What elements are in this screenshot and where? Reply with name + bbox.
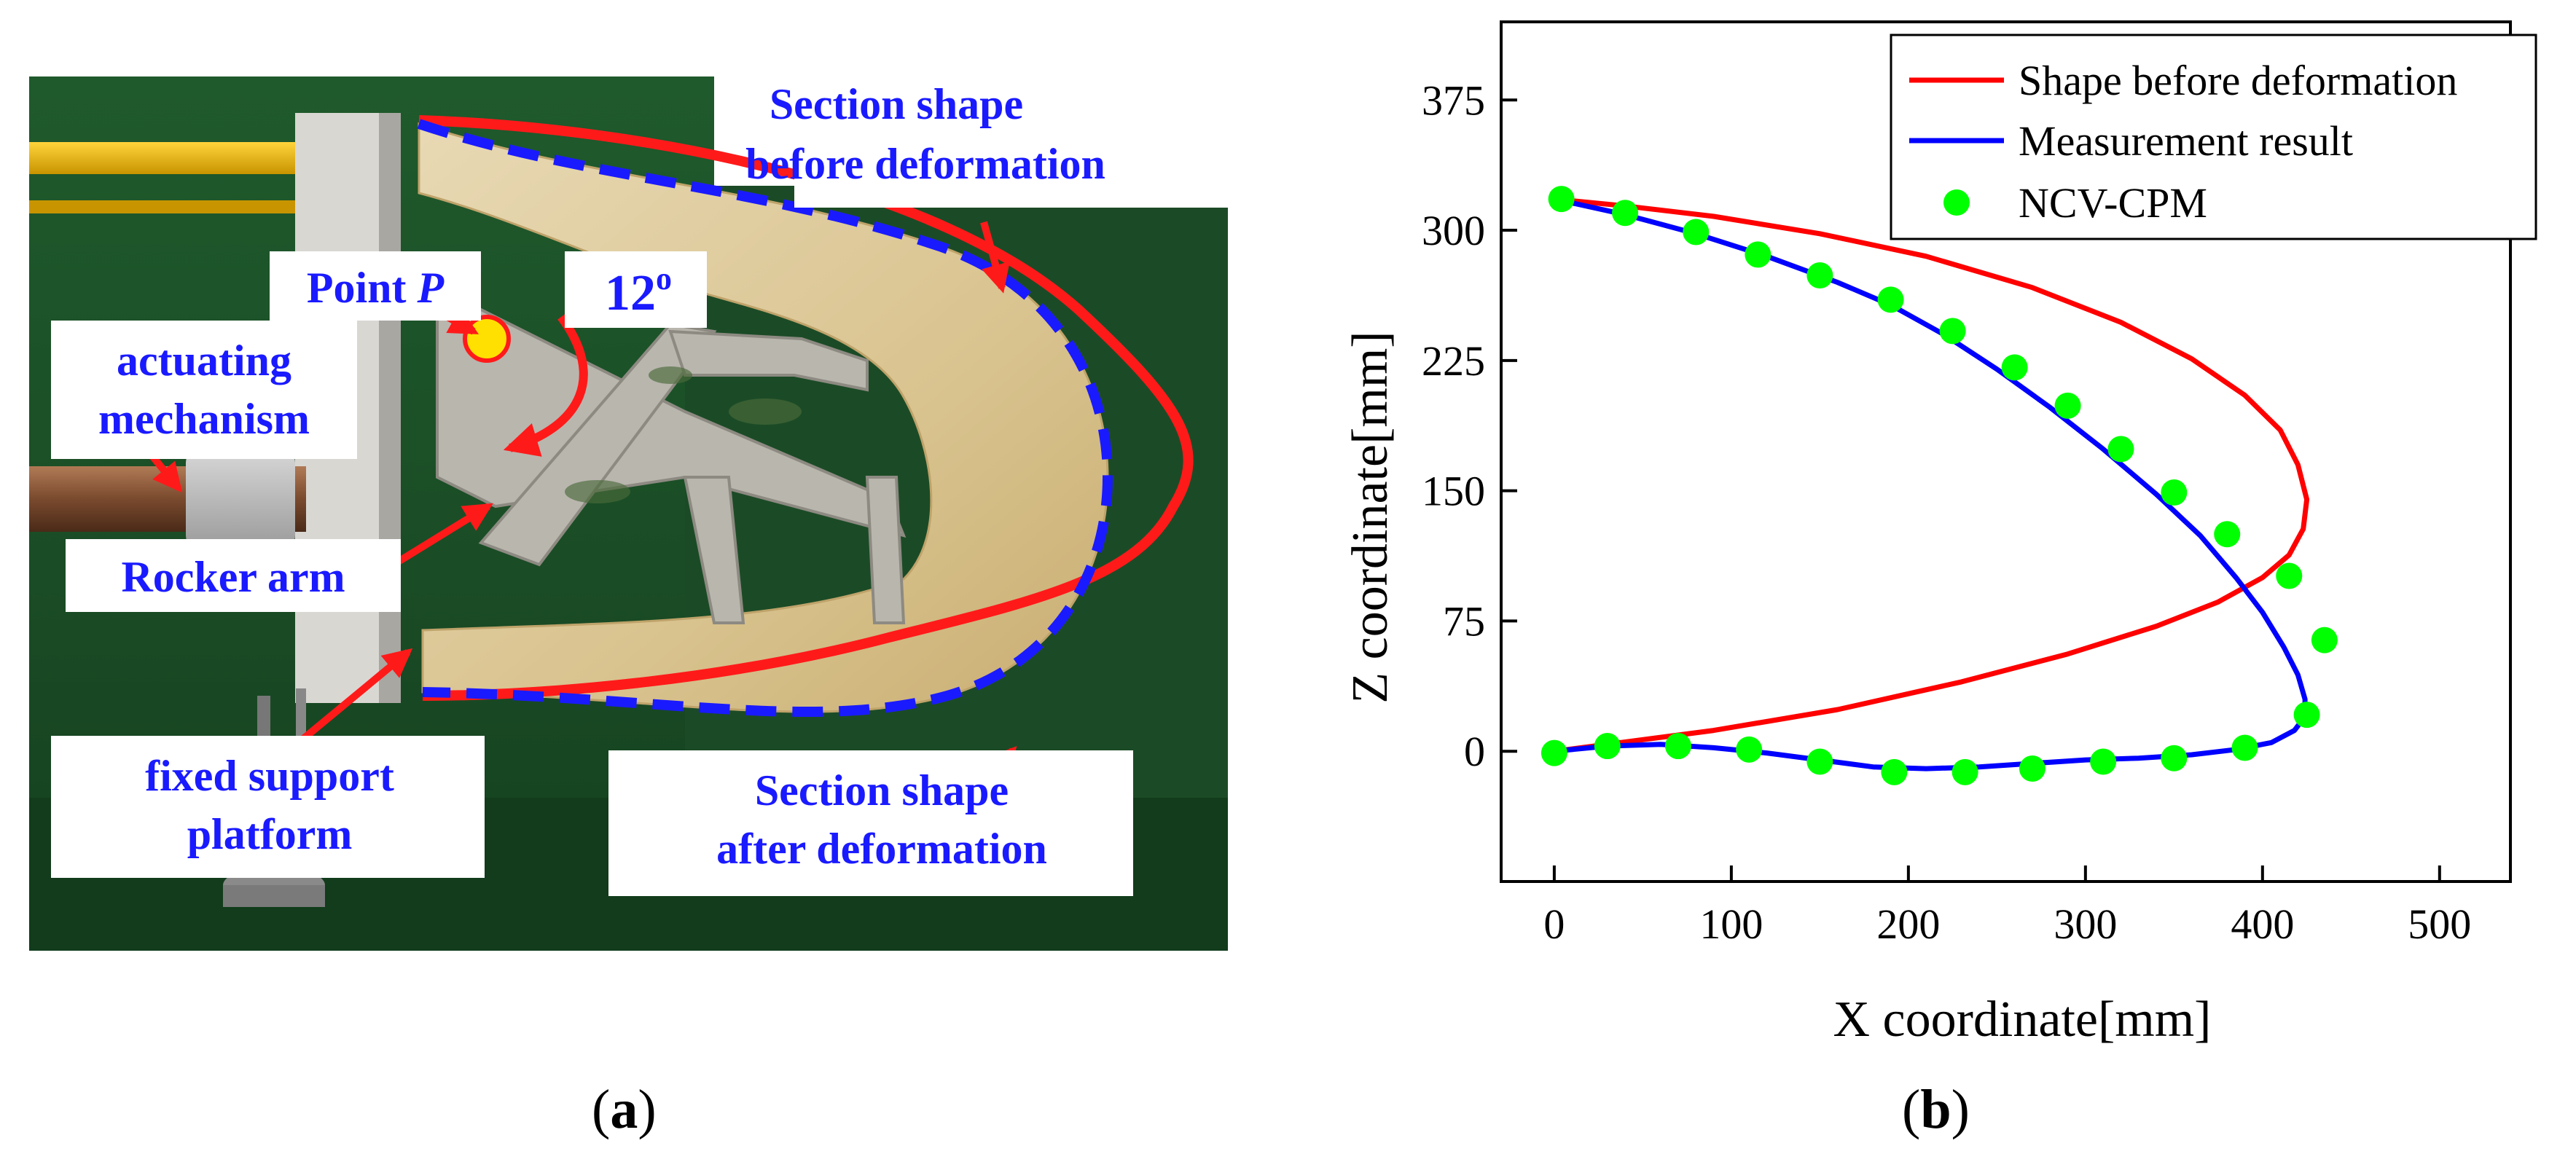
series-layer	[1540, 186, 2338, 785]
ncv-cpm-point	[1548, 186, 1575, 213]
legend-label-before: Shape before deformation	[2019, 57, 2457, 104]
after-deformation-outline	[417, 119, 1113, 718]
ncv-cpm-point	[2001, 354, 2028, 381]
ncv-cpm-point	[1806, 262, 1833, 289]
ncv-cpm-point	[1806, 748, 1833, 775]
arrow-before	[980, 221, 1010, 294]
label-point-p: Point P	[270, 251, 481, 321]
svg-text:Section shape: Section shape	[770, 80, 1023, 128]
tick-layer: 0 100 200 300 400 500 0 75 150 225 300 375	[1422, 76, 2471, 948]
x-tick-label: 400	[2231, 900, 2294, 948]
arrow-fixed-support	[300, 648, 413, 742]
x-tick-label: 300	[2054, 900, 2117, 948]
label-section-before: Section shape before deformation	[745, 69, 1228, 208]
ncv-cpm-point	[2293, 702, 2320, 729]
label-rocker: Rocker arm	[66, 539, 401, 612]
y-tick-label: 75	[1443, 597, 1485, 645]
svg-text:actuating: actuating	[117, 337, 291, 385]
ncv-cpm-point	[2161, 479, 2188, 506]
ncv-cpm-point	[2311, 627, 2338, 653]
series-line-before-deformation	[1551, 196, 2310, 754]
label-angle: 12o	[565, 251, 707, 328]
ncv-cpm-point	[2054, 392, 2081, 419]
x-axis-label: X coordinate[mm]	[1833, 992, 2212, 1048]
svg-text:before deformation: before deformation	[745, 140, 1105, 188]
ncv-cpm-point	[1951, 758, 1978, 785]
ncv-cpm-point	[2107, 436, 2134, 463]
y-tick-label: 150	[1422, 468, 1485, 515]
ncv-cpm-point	[2214, 521, 2241, 548]
ncv-cpm-point	[1939, 318, 1966, 345]
plot-frame	[1500, 20, 2512, 883]
x-tick-label: 500	[2408, 900, 2471, 948]
point-p-text: Point P	[307, 264, 445, 312]
y-axis-label: Z coordinate[mm]	[1342, 331, 1398, 703]
ncv-cpm-point	[1612, 200, 1639, 227]
svg-text:mechanism: mechanism	[98, 395, 310, 443]
ncv-cpm-point	[2090, 748, 2117, 775]
y-tick-label: 375	[1422, 76, 1485, 124]
ncv-cpm-point	[1736, 736, 1763, 763]
legend: Shape before deformation Measurement res…	[1890, 34, 2537, 240]
ncv-cpm-point	[1594, 733, 1621, 760]
series-line-measurement-result	[1551, 196, 2308, 772]
yellow-rod	[29, 142, 306, 174]
rotation-arrow	[503, 314, 588, 457]
ncv-cpm-point	[1881, 758, 1908, 785]
y-tick-label: 225	[1422, 337, 1485, 385]
ncv-cpm-point	[2161, 745, 2188, 772]
legend-box	[1890, 34, 2537, 240]
ncv-cpm-point	[1540, 739, 1567, 766]
panel-a-photo: Section shape before deformation Point P…	[29, 69, 1228, 951]
ncv-cpm-point	[2276, 562, 2303, 589]
legend-label-ncv: NCV-CPM	[2019, 179, 2207, 227]
caption-b: (b)	[1902, 1079, 1970, 1140]
ncv-cpm-point	[1664, 733, 1691, 760]
plot-axes-box	[1500, 20, 2512, 883]
label-fixed-support: fixed support platform	[51, 736, 485, 878]
x-tick-label: 0	[1543, 900, 1565, 948]
svg-text:platform: platform	[187, 810, 353, 858]
svg-text:fixed support: fixed support	[145, 752, 394, 800]
label-actuating: actuating mechanism	[51, 321, 357, 459]
ncv-cpm-point	[1745, 241, 1772, 268]
arrow-rocker	[391, 503, 493, 568]
rib-truss	[436, 285, 907, 624]
panel-a-illustration: Section shape before deformation Point P…	[29, 69, 1228, 951]
x-tick-label: 200	[1876, 900, 1940, 948]
svg-text:Rocker arm: Rocker arm	[121, 553, 345, 601]
caption-a: (a)	[592, 1079, 657, 1140]
ncv-cpm-point	[1877, 286, 1904, 313]
y-tick-label: 300	[1422, 207, 1485, 254]
ncv-cpm-point	[2019, 755, 2045, 782]
ncv-cpm-point	[1683, 219, 1710, 246]
label-section-after: Section shape after deformation	[608, 750, 1133, 896]
svg-text:after deformation: after deformation	[716, 825, 1047, 873]
legend-label-measurement: Measurement result	[2019, 117, 2353, 165]
y-tick-label: 0	[1464, 728, 1485, 775]
legend-swatch-ncv	[1943, 189, 1970, 216]
x-tick-label: 100	[1699, 900, 1763, 948]
svg-text:Section shape: Section shape	[755, 766, 1009, 814]
angle-text: 12o	[605, 261, 672, 321]
ncv-cpm-point	[2231, 734, 2258, 761]
